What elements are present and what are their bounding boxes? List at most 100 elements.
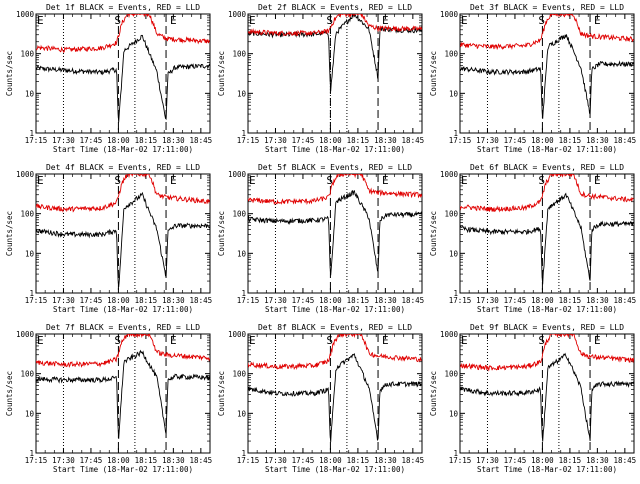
series-line-lld [460, 174, 634, 213]
marker-e-right: E [382, 174, 389, 187]
marker-e-right: E [170, 334, 177, 347]
x-tick-label: 18:30 [162, 136, 185, 145]
y-tick-label: 100 [444, 210, 458, 219]
x-tick-label: 17:45 [80, 456, 103, 465]
x-tick-label: 18:30 [162, 296, 185, 305]
marker-e-left: E [37, 14, 44, 27]
y-tick-label: 100 [232, 50, 246, 59]
x-tick-label: 17:30 [52, 136, 75, 145]
marker-e-right: E [382, 14, 389, 27]
x-tick-label: 18:45 [614, 136, 637, 145]
y-tick-label: 10 [237, 409, 247, 418]
x-tick-label: 18:45 [190, 136, 213, 145]
marker-s: S [538, 174, 545, 187]
x-tick-label: 18:00 [531, 136, 554, 145]
x-axis-label: Start Time (18-Mar-02 17:11:00) [477, 465, 617, 474]
y-tick-label: 10 [25, 89, 35, 98]
x-tick-label: 18:45 [402, 136, 425, 145]
y-axis-label: Counts/sec [217, 371, 226, 416]
plot-frame [35, 173, 211, 294]
x-tick-label: 17:45 [80, 296, 103, 305]
x-axis-label: Start Time (18-Mar-02 17:11:00) [477, 145, 617, 154]
marker-e-left: E [37, 174, 44, 187]
series-line-events [248, 190, 422, 276]
x-tick-label: 18:45 [190, 296, 213, 305]
y-tick-label: 1000 [440, 330, 459, 339]
y-tick-label: 1000 [16, 170, 35, 179]
marker-s: S [326, 174, 333, 187]
x-tick-label: 18:45 [402, 456, 425, 465]
x-tick-label: 17:15 [25, 456, 48, 465]
y-tick-label: 10 [237, 89, 247, 98]
x-tick-label: 17:30 [264, 296, 287, 305]
marker-e-right: E [170, 14, 177, 27]
panel-title: Det 1f BLACK = Events, RED = LLD [46, 3, 200, 12]
x-tick-label: 18:00 [319, 136, 342, 145]
x-tick-label: 18:45 [190, 456, 213, 465]
series-line-events [460, 352, 634, 442]
x-tick-label: 17:15 [449, 296, 472, 305]
panel-title: Det 7f BLACK = Events, RED = LLD [46, 323, 200, 332]
x-tick-label: 17:30 [476, 456, 499, 465]
marker-e-left: E [461, 334, 468, 347]
x-tick-label: 17:45 [504, 136, 527, 145]
y-tick-label: 1 [241, 289, 246, 298]
panel-det-1f: Det 1f BLACK = Events, RED = LLD 1 10 100 10… [5, 3, 212, 154]
x-tick-label: 18:30 [162, 456, 185, 465]
y-tick-label: 1 [29, 129, 34, 138]
y-tick-label: 100 [20, 210, 34, 219]
panel-title: Det 4f BLACK = Events, RED = LLD [46, 163, 200, 172]
x-tick-label: 17:30 [52, 296, 75, 305]
x-tick-label: 17:45 [504, 296, 527, 305]
marker-e-left: E [249, 174, 256, 187]
plot-frame [459, 13, 635, 134]
x-axis-label: Start Time (18-Mar-02 17:11:00) [53, 465, 193, 474]
plot-frame [459, 173, 635, 294]
panel-title: Det 8f BLACK = Events, RED = LLD [258, 323, 412, 332]
series-line-events [460, 192, 634, 285]
x-tick-label: 18:30 [374, 296, 397, 305]
y-tick-label: 1 [453, 129, 458, 138]
x-tick-label: 17:45 [292, 136, 315, 145]
x-tick-label: 18:30 [586, 136, 609, 145]
y-tick-label: 1000 [16, 10, 35, 19]
marker-s: S [326, 14, 333, 27]
panel-title: Det 6f BLACK = Events, RED = LLD [470, 163, 624, 172]
y-tick-label: 1000 [228, 10, 247, 19]
plot-frame [247, 173, 423, 294]
x-tick-label: 17:30 [264, 456, 287, 465]
plot-frame [35, 13, 211, 134]
marker-e-left: E [249, 14, 256, 27]
panel-title: Det 5f BLACK = Events, RED = LLD [258, 163, 412, 172]
x-tick-label: 18:00 [319, 296, 342, 305]
marker-s: S [114, 14, 121, 27]
y-tick-label: 1000 [228, 330, 247, 339]
x-tick-label: 17:30 [52, 456, 75, 465]
y-tick-label: 1000 [16, 330, 35, 339]
x-axis-label: Start Time (18-Mar-02 17:11:00) [53, 305, 193, 314]
x-tick-label: 17:15 [449, 136, 472, 145]
x-tick-label: 17:15 [237, 296, 260, 305]
y-tick-label: 1000 [228, 170, 247, 179]
y-axis-label: Counts/sec [5, 211, 14, 256]
marker-e-right: E [170, 174, 177, 187]
x-tick-label: 17:15 [237, 136, 260, 145]
x-tick-label: 18:30 [586, 456, 609, 465]
x-tick-label: 17:15 [449, 456, 472, 465]
y-tick-label: 10 [449, 249, 459, 258]
series-line-events [36, 349, 210, 439]
marker-s: S [114, 334, 121, 347]
y-tick-label: 10 [237, 249, 247, 258]
y-tick-label: 1 [241, 129, 246, 138]
series-line-events [248, 14, 422, 92]
panel-det-8f: Det 8f BLACK = Events, RED = LLD 1 10 100 10… [217, 323, 424, 474]
x-tick-label: 18:00 [531, 456, 554, 465]
y-axis-label: Counts/sec [217, 211, 226, 256]
x-axis-label: Start Time (18-Mar-02 17:11:00) [265, 465, 405, 474]
y-tick-label: 1 [29, 289, 34, 298]
marker-e-right: E [594, 334, 601, 347]
series-line-lld [248, 14, 422, 37]
y-axis-label: Counts/sec [217, 51, 226, 96]
panel-det-4f: Det 4f BLACK = Events, RED = LLD 1 10 100 10… [5, 163, 212, 314]
series-line-lld [248, 334, 422, 371]
